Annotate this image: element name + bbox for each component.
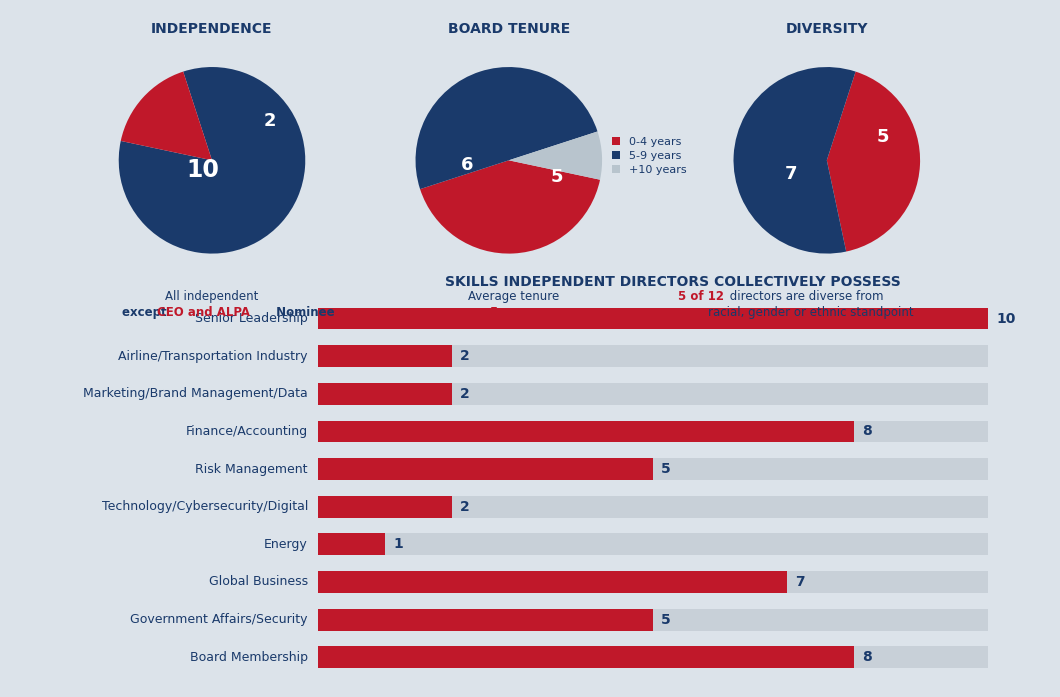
Bar <box>318 307 988 330</box>
Wedge shape <box>827 72 920 252</box>
Bar <box>318 458 653 480</box>
Text: 5 years: 5 years <box>490 306 538 319</box>
Text: 8: 8 <box>862 650 871 664</box>
Text: 7: 7 <box>785 165 797 183</box>
Bar <box>318 571 988 593</box>
Title: BOARD TENURE: BOARD TENURE <box>447 22 570 36</box>
Bar <box>318 571 787 593</box>
Title: INDEPENDENCE: INDEPENDENCE <box>152 22 272 36</box>
Text: 1: 1 <box>393 537 403 551</box>
Text: Board Membership: Board Membership <box>190 651 308 664</box>
Bar <box>318 420 854 443</box>
Text: 2: 2 <box>460 387 470 401</box>
Text: 2: 2 <box>460 349 470 363</box>
Text: 7: 7 <box>795 575 805 589</box>
Text: 5: 5 <box>661 462 671 476</box>
Wedge shape <box>734 67 855 254</box>
Text: SKILLS INDEPENDENT DIRECTORS COLLECTIVELY POSSESS: SKILLS INDEPENDENT DIRECTORS COLLECTIVEL… <box>445 275 901 289</box>
Bar <box>318 420 988 443</box>
Text: 6: 6 <box>461 156 473 174</box>
Wedge shape <box>420 160 600 254</box>
Bar <box>318 533 988 556</box>
Wedge shape <box>509 132 602 180</box>
Text: except: except <box>122 306 171 319</box>
Text: Nominee: Nominee <box>272 306 335 319</box>
Bar <box>318 496 452 518</box>
Wedge shape <box>121 72 212 160</box>
Text: Average tenure: Average tenure <box>469 290 560 302</box>
Wedge shape <box>416 67 598 189</box>
Text: 10: 10 <box>187 158 219 182</box>
Title: DIVERSITY: DIVERSITY <box>785 22 868 36</box>
Bar <box>318 383 988 405</box>
Text: 5: 5 <box>551 168 564 186</box>
Text: Senior Leadership: Senior Leadership <box>195 312 308 325</box>
Text: 2: 2 <box>460 500 470 514</box>
Bar <box>318 533 385 556</box>
Bar <box>318 345 988 367</box>
Text: 2: 2 <box>264 112 276 130</box>
Text: Global Business: Global Business <box>209 576 308 588</box>
Bar <box>318 608 988 631</box>
Text: CEO and ALPA: CEO and ALPA <box>157 306 250 319</box>
Text: Marketing/Brand Management/Data: Marketing/Brand Management/Data <box>83 388 308 400</box>
Bar <box>318 307 988 330</box>
Legend: 0-4 years, 5-9 years, +10 years: 0-4 years, 5-9 years, +10 years <box>613 137 687 174</box>
Text: 10: 10 <box>996 312 1015 325</box>
Text: Technology/Cybersecurity/Digital: Technology/Cybersecurity/Digital <box>102 500 308 513</box>
Text: Government Affairs/Security: Government Affairs/Security <box>130 613 308 626</box>
Text: 1: 1 <box>511 71 522 85</box>
Bar <box>318 345 452 367</box>
Wedge shape <box>119 67 305 254</box>
Text: Energy: Energy <box>264 538 308 551</box>
Text: 8: 8 <box>862 424 871 438</box>
Text: Finance/Accounting: Finance/Accounting <box>186 425 308 438</box>
Text: Airline/Transportation Industry: Airline/Transportation Industry <box>119 350 308 362</box>
Bar <box>318 646 854 668</box>
Text: Risk Management: Risk Management <box>195 463 308 475</box>
Bar <box>318 383 452 405</box>
Bar <box>318 496 988 518</box>
Bar <box>318 608 653 631</box>
Text: All independent: All independent <box>165 290 259 302</box>
Bar <box>318 458 988 480</box>
Text: directors are diverse from: directors are diverse from <box>726 290 884 302</box>
Bar <box>318 646 988 668</box>
Text: 5 of 12: 5 of 12 <box>678 290 724 302</box>
Text: 5: 5 <box>877 128 889 146</box>
Text: racial, gender or ethnic standpoint: racial, gender or ethnic standpoint <box>708 306 914 319</box>
Text: 5: 5 <box>661 613 671 627</box>
